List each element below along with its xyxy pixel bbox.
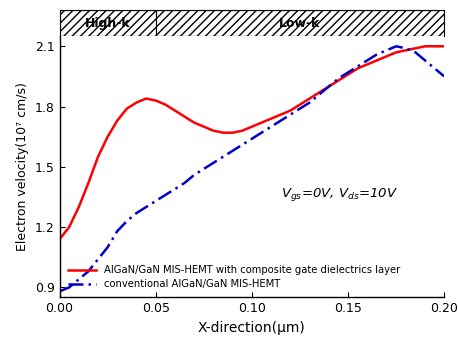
AlGaN/GaN MIS-HEMT with composite gate dielectrics layer: [95, 155, 101, 159]
AlGaN/GaN MIS-HEMT with composite gate dielectrics layer: [278, 113, 284, 117]
AlGaN/GaN MIS-HEMT with composite gate dielectrics layer: [153, 98, 158, 102]
conventional AlGaN/GaN MIS-HEMT: [57, 289, 62, 293]
conventional AlGaN/GaN MIS-HEMT: [326, 84, 332, 89]
AlGaN/GaN MIS-HEMT with composite gate dielectrics layer: [403, 48, 409, 52]
AlGaN/GaN MIS-HEMT with composite gate dielectrics layer: [259, 121, 264, 125]
Line: conventional AlGaN/GaN MIS-HEMT: conventional AlGaN/GaN MIS-HEMT: [60, 46, 444, 291]
conventional AlGaN/GaN MIS-HEMT: [413, 50, 418, 54]
AlGaN/GaN MIS-HEMT with composite gate dielectrics layer: [288, 108, 293, 113]
AlGaN/GaN MIS-HEMT with composite gate dielectrics layer: [307, 97, 312, 101]
AlGaN/GaN MIS-HEMT with composite gate dielectrics layer: [201, 125, 207, 129]
Text: Low-k: Low-k: [279, 17, 321, 30]
Text: High-k: High-k: [85, 17, 131, 30]
conventional AlGaN/GaN MIS-HEMT: [422, 58, 428, 63]
conventional AlGaN/GaN MIS-HEMT: [393, 44, 399, 48]
AlGaN/GaN MIS-HEMT with composite gate dielectrics layer: [422, 44, 428, 48]
AlGaN/GaN MIS-HEMT with composite gate dielectrics layer: [326, 84, 332, 89]
Legend: AlGaN/GaN MIS-HEMT with composite gate dielectrics layer, conventional AlGaN/GaN: AlGaN/GaN MIS-HEMT with composite gate d…: [65, 262, 403, 292]
AlGaN/GaN MIS-HEMT with composite gate dielectrics layer: [432, 44, 437, 48]
conventional AlGaN/GaN MIS-HEMT: [211, 161, 216, 165]
AlGaN/GaN MIS-HEMT with composite gate dielectrics layer: [268, 117, 274, 121]
Y-axis label: Electron velocity(10⁷ cm/s): Electron velocity(10⁷ cm/s): [16, 82, 29, 251]
AlGaN/GaN MIS-HEMT with composite gate dielectrics layer: [249, 125, 255, 129]
X-axis label: X-direction(μm): X-direction(μm): [198, 321, 306, 335]
AlGaN/GaN MIS-HEMT with composite gate dielectrics layer: [76, 205, 82, 209]
conventional AlGaN/GaN MIS-HEMT: [143, 205, 149, 209]
conventional AlGaN/GaN MIS-HEMT: [374, 52, 380, 56]
AlGaN/GaN MIS-HEMT with composite gate dielectrics layer: [240, 129, 245, 133]
AlGaN/GaN MIS-HEMT with composite gate dielectrics layer: [124, 106, 130, 111]
conventional AlGaN/GaN MIS-HEMT: [403, 46, 409, 50]
conventional AlGaN/GaN MIS-HEMT: [114, 229, 120, 233]
conventional AlGaN/GaN MIS-HEMT: [134, 211, 139, 215]
AlGaN/GaN MIS-HEMT with composite gate dielectrics layer: [143, 97, 149, 101]
AlGaN/GaN MIS-HEMT with composite gate dielectrics layer: [297, 102, 303, 106]
conventional AlGaN/GaN MIS-HEMT: [288, 113, 293, 117]
AlGaN/GaN MIS-HEMT with composite gate dielectrics layer: [345, 72, 351, 76]
conventional AlGaN/GaN MIS-HEMT: [384, 48, 389, 52]
conventional AlGaN/GaN MIS-HEMT: [220, 155, 226, 159]
AlGaN/GaN MIS-HEMT with composite gate dielectrics layer: [220, 131, 226, 135]
conventional AlGaN/GaN MIS-HEMT: [278, 119, 284, 123]
conventional AlGaN/GaN MIS-HEMT: [307, 100, 312, 104]
AlGaN/GaN MIS-HEMT with composite gate dielectrics layer: [86, 181, 91, 185]
AlGaN/GaN MIS-HEMT with composite gate dielectrics layer: [114, 119, 120, 123]
AlGaN/GaN MIS-HEMT with composite gate dielectrics layer: [365, 62, 370, 66]
conventional AlGaN/GaN MIS-HEMT: [355, 64, 360, 68]
AlGaN/GaN MIS-HEMT with composite gate dielectrics layer: [374, 58, 380, 63]
conventional AlGaN/GaN MIS-HEMT: [345, 70, 351, 74]
conventional AlGaN/GaN MIS-HEMT: [163, 193, 168, 197]
AlGaN/GaN MIS-HEMT with composite gate dielectrics layer: [134, 100, 139, 104]
AlGaN/GaN MIS-HEMT with composite gate dielectrics layer: [172, 108, 178, 113]
conventional AlGaN/GaN MIS-HEMT: [124, 219, 130, 223]
conventional AlGaN/GaN MIS-HEMT: [268, 125, 274, 129]
conventional AlGaN/GaN MIS-HEMT: [153, 199, 158, 203]
AlGaN/GaN MIS-HEMT with composite gate dielectrics layer: [191, 121, 197, 125]
AlGaN/GaN MIS-HEMT with composite gate dielectrics layer: [355, 66, 360, 70]
conventional AlGaN/GaN MIS-HEMT: [365, 58, 370, 63]
conventional AlGaN/GaN MIS-HEMT: [172, 187, 178, 191]
AlGaN/GaN MIS-HEMT with composite gate dielectrics layer: [442, 44, 447, 48]
conventional AlGaN/GaN MIS-HEMT: [95, 257, 101, 261]
conventional AlGaN/GaN MIS-HEMT: [336, 76, 341, 80]
conventional AlGaN/GaN MIS-HEMT: [66, 285, 72, 289]
Text: $\mathit{V}_{gs}$=0V, $\mathit{V}_{ds}$=10V: $\mathit{V}_{gs}$=0V, $\mathit{V}_{ds}$=…: [281, 187, 398, 203]
AlGaN/GaN MIS-HEMT with composite gate dielectrics layer: [393, 50, 399, 54]
Bar: [156, 10, 444, 36]
conventional AlGaN/GaN MIS-HEMT: [76, 277, 82, 282]
AlGaN/GaN MIS-HEMT with composite gate dielectrics layer: [57, 237, 62, 241]
conventional AlGaN/GaN MIS-HEMT: [432, 66, 437, 70]
conventional AlGaN/GaN MIS-HEMT: [86, 269, 91, 273]
conventional AlGaN/GaN MIS-HEMT: [249, 137, 255, 141]
AlGaN/GaN MIS-HEMT with composite gate dielectrics layer: [230, 131, 235, 135]
conventional AlGaN/GaN MIS-HEMT: [297, 106, 303, 111]
conventional AlGaN/GaN MIS-HEMT: [230, 149, 235, 153]
AlGaN/GaN MIS-HEMT with composite gate dielectrics layer: [182, 115, 187, 119]
AlGaN/GaN MIS-HEMT with composite gate dielectrics layer: [384, 54, 389, 58]
AlGaN/GaN MIS-HEMT with composite gate dielectrics layer: [413, 46, 418, 50]
AlGaN/GaN MIS-HEMT with composite gate dielectrics layer: [163, 102, 168, 106]
AlGaN/GaN MIS-HEMT with composite gate dielectrics layer: [316, 91, 322, 95]
AlGaN/GaN MIS-HEMT with composite gate dielectrics layer: [105, 135, 110, 139]
AlGaN/GaN MIS-HEMT with composite gate dielectrics layer: [66, 225, 72, 229]
conventional AlGaN/GaN MIS-HEMT: [201, 167, 207, 171]
conventional AlGaN/GaN MIS-HEMT: [182, 181, 187, 185]
Line: AlGaN/GaN MIS-HEMT with composite gate dielectrics layer: AlGaN/GaN MIS-HEMT with composite gate d…: [60, 46, 444, 239]
AlGaN/GaN MIS-HEMT with composite gate dielectrics layer: [211, 129, 216, 133]
conventional AlGaN/GaN MIS-HEMT: [105, 245, 110, 249]
conventional AlGaN/GaN MIS-HEMT: [191, 173, 197, 177]
conventional AlGaN/GaN MIS-HEMT: [259, 131, 264, 135]
conventional AlGaN/GaN MIS-HEMT: [316, 93, 322, 97]
conventional AlGaN/GaN MIS-HEMT: [240, 143, 245, 147]
AlGaN/GaN MIS-HEMT with composite gate dielectrics layer: [336, 78, 341, 82]
conventional AlGaN/GaN MIS-HEMT: [442, 74, 447, 78]
Bar: [60, 10, 156, 36]
